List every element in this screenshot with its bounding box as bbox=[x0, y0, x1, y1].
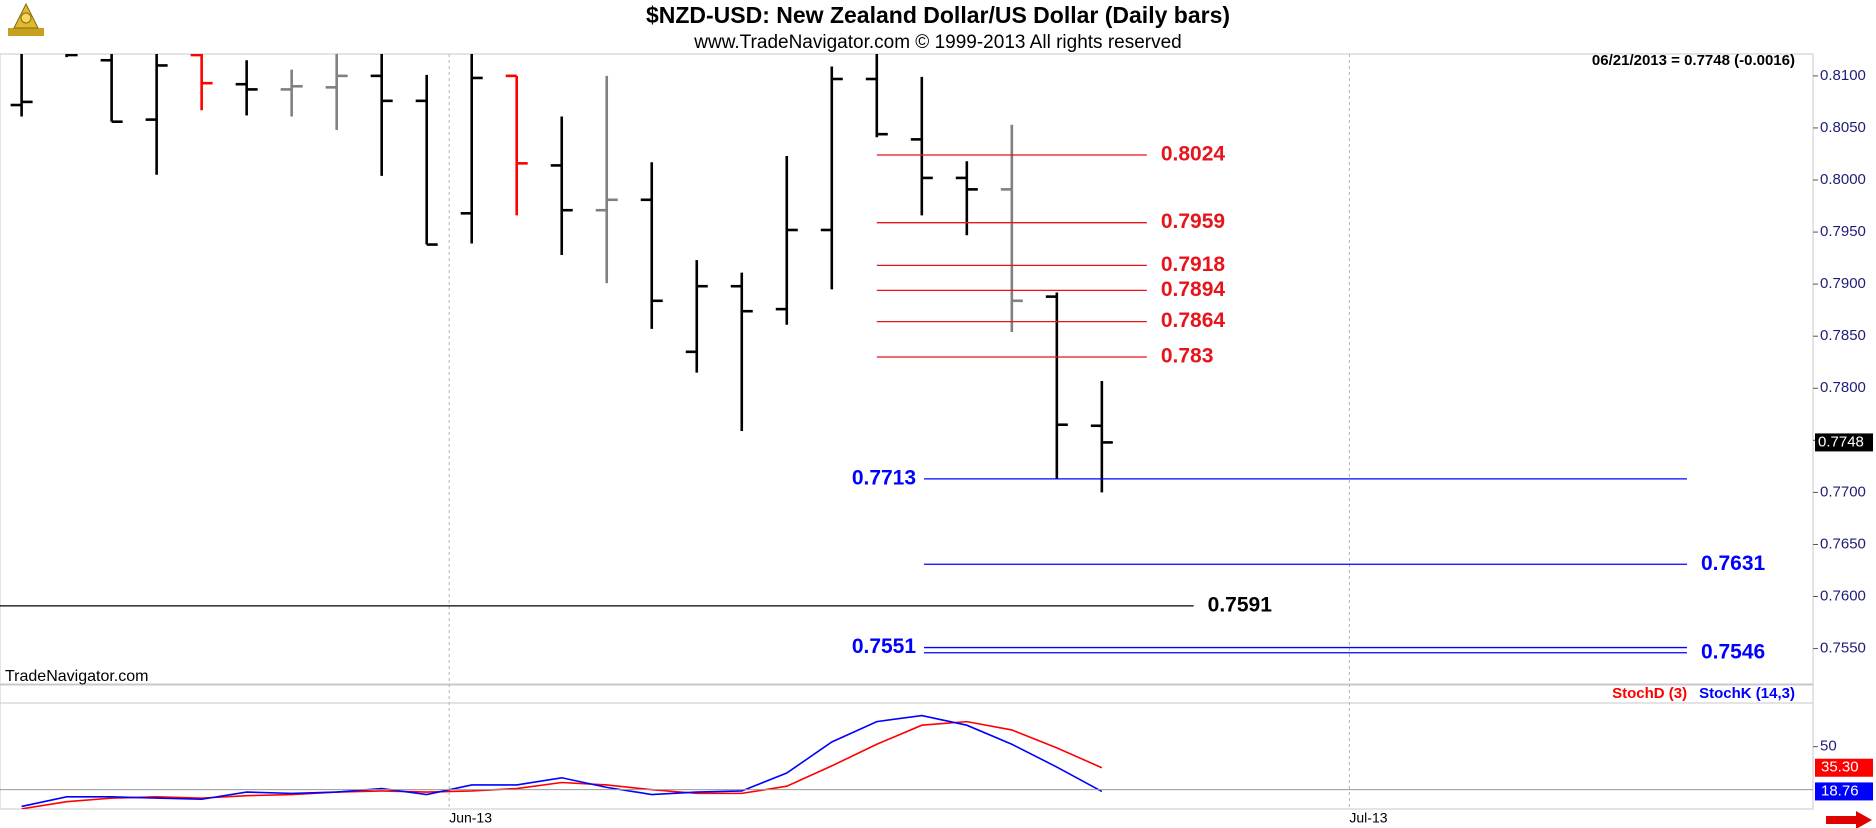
scroll-arrow[interactable] bbox=[1826, 811, 1872, 828]
legend-entry: StochK (14,3) bbox=[1699, 685, 1795, 702]
level-label: 0.7591 bbox=[1208, 593, 1273, 616]
value-label-box bbox=[1815, 758, 1873, 777]
y-tick-label: 0.8100 bbox=[1820, 67, 1866, 84]
level-label: 0.7918 bbox=[1161, 253, 1226, 276]
stoch-line bbox=[21, 720, 1103, 809]
last-price-label: 0.7748 bbox=[1818, 433, 1864, 450]
stoch-line bbox=[21, 714, 1103, 808]
y-tick-label: 0.8050 bbox=[1820, 119, 1866, 136]
y-tick-label: 0.7950 bbox=[1820, 223, 1866, 240]
y-tick-label: 0.7900 bbox=[1820, 275, 1866, 292]
y-tick-label: 0.7700 bbox=[1820, 483, 1866, 500]
logo bbox=[8, 2, 44, 36]
y-tick-label: 0.7600 bbox=[1820, 587, 1866, 604]
stoch-legend-bar bbox=[0, 684, 1814, 704]
legend-entry: StochD (3) bbox=[1612, 685, 1687, 702]
level-label: 0.7546 bbox=[1701, 640, 1765, 663]
level-label: 0.7631 bbox=[1701, 552, 1766, 575]
level-label: 0.7894 bbox=[1161, 278, 1226, 301]
chart-title: $NZD-USD: New Zealand Dollar/US Dollar (… bbox=[646, 2, 1230, 28]
last-price-box bbox=[1815, 433, 1873, 452]
x-tick-label: Jun-13 bbox=[449, 810, 492, 826]
y-tick-label: 0.7550 bbox=[1820, 640, 1866, 657]
stoch-plot bbox=[21, 714, 1103, 809]
level-label: 0.8024 bbox=[1161, 143, 1226, 166]
level-label: 0.7959 bbox=[1161, 210, 1225, 233]
level-label: 0.7713 bbox=[852, 466, 916, 489]
y-tick-label: 50 bbox=[1820, 738, 1837, 755]
level-label: 0.783 bbox=[1161, 345, 1214, 368]
level-label: 0.7551 bbox=[852, 635, 917, 658]
price-panel bbox=[0, 53, 1814, 685]
value-label: 18.76 bbox=[1821, 782, 1859, 799]
y-tick-label: 0.8000 bbox=[1820, 171, 1866, 188]
y-tick-label: 0.7650 bbox=[1820, 535, 1866, 552]
stoch-panel bbox=[0, 702, 1814, 810]
last-price-header: 06/21/2013 = 0.7748 (-0.0016) bbox=[1592, 52, 1795, 69]
y-tick-label: 0.7850 bbox=[1820, 327, 1866, 344]
x-tick-label: Jul-13 bbox=[1349, 810, 1387, 826]
y-tick-label: 0.7800 bbox=[1820, 379, 1866, 396]
value-label: 35.30 bbox=[1821, 759, 1859, 776]
level-label: 0.7864 bbox=[1161, 309, 1226, 332]
price-plot bbox=[10, 54, 1113, 493]
value-label-box bbox=[1815, 782, 1873, 801]
chart-subtitle: www.TradeNavigator.com © 1999-2013 All r… bbox=[693, 32, 1181, 53]
watermark: TradeNavigator.com bbox=[5, 668, 148, 685]
